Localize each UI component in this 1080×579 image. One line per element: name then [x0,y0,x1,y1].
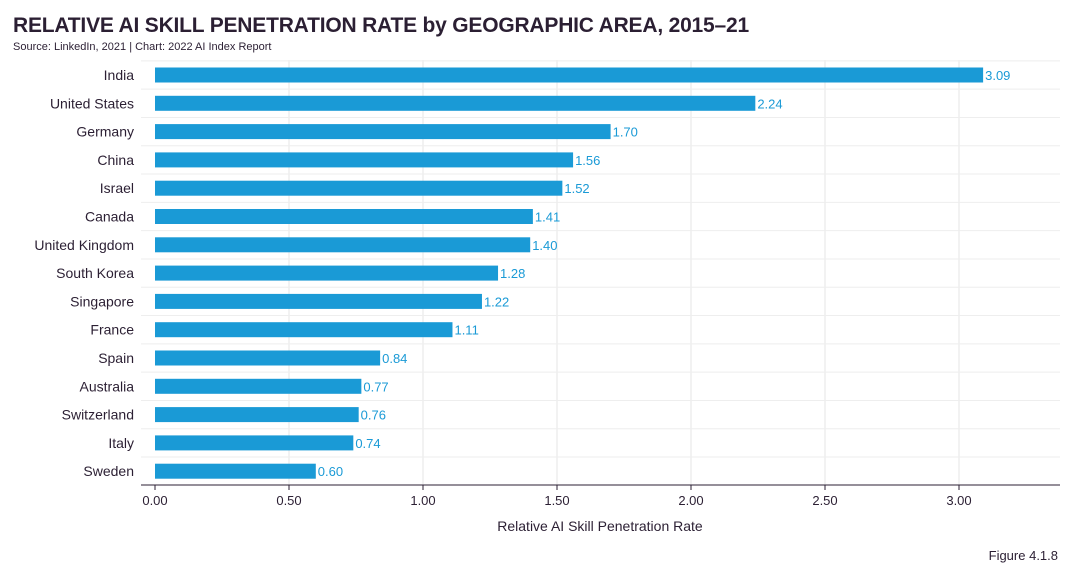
bar [155,322,453,338]
bar [155,237,531,253]
value-label: 3.09 [985,68,1010,83]
chart-subtitle: Source: LinkedIn, 2021 | Chart: 2022 AI … [13,41,272,53]
bar [155,67,984,83]
value-label: 1.56 [575,153,600,168]
value-label: 2.24 [757,96,782,111]
value-label: 1.70 [613,125,638,140]
gridlines [141,60,1060,485]
category-label: India [104,67,135,83]
x-tick-label: 2.50 [812,493,837,508]
bar [155,95,756,111]
category-label: Australia [80,378,135,394]
value-labels: 3.09 2.24 1.70 1.56 1.52 1.41 1.40 1.28 1.22 1.11… [318,68,1011,479]
bar [155,293,482,309]
category-label: Italy [108,435,134,451]
bar [155,180,563,196]
bar [155,350,381,366]
x-tick-label: 0.00 [142,493,167,508]
bar [155,209,533,224]
value-label: 0.76 [361,408,386,423]
x-tick-label: 3.00 [946,493,971,508]
x-tick-label: 1.50 [544,493,569,508]
bar [155,378,362,394]
value-label: 1.11 [454,323,478,338]
bar [155,124,611,140]
category-label: Spain [98,350,134,366]
value-label: 0.77 [363,379,388,394]
value-label: 1.41 [535,210,560,225]
bars [155,67,984,479]
value-label: 0.74 [355,436,380,451]
category-label: Israel [100,180,134,196]
category-label: China [97,152,134,168]
bar [155,435,354,451]
category-label: Germany [76,124,134,140]
category-label: United Kingdom [34,237,134,253]
x-tick-label: 1.00 [410,493,435,508]
category-label: Singapore [70,293,134,309]
value-label: 0.60 [318,464,343,479]
value-label: 0.84 [382,351,407,366]
x-tick-label: 0.50 [276,493,301,508]
category-label: United States [50,95,134,111]
category-label: France [90,322,134,338]
value-label: 1.40 [532,238,557,253]
category-labels: India United States Germany China Israel Cana… [34,67,134,479]
x-tick-label: 2.00 [678,493,703,508]
x-axis-ticks: 0.00 0.50 1.00 1.50 2.00 2.50 3.00 [142,485,972,508]
value-label: 1.22 [484,294,509,309]
bar [155,463,316,479]
chart-title: RELATIVE AI SKILL PENETRATION RATE by GE… [13,14,749,37]
category-label: Canada [85,209,134,225]
bar [155,265,499,281]
value-label: 1.28 [500,266,525,281]
x-axis-title: Relative AI Skill Penetration Rate [497,518,703,534]
figure-label: Figure 4.1.8 [988,548,1058,563]
bar [155,152,574,168]
value-label: 1.52 [564,181,589,196]
bar [155,407,359,423]
category-label: Switzerland [62,407,134,423]
category-label: South Korea [56,265,134,281]
category-label: Sweden [83,463,134,479]
